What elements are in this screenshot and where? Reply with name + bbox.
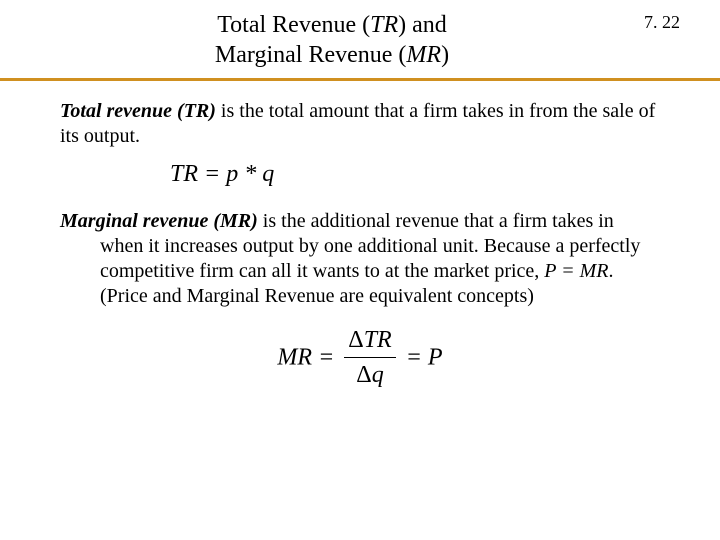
mr-formula-numerator: ΔTR [344,325,395,358]
tr-formula: TR = p * q [170,159,660,189]
mr-definition: Marginal revenue (MR) is the additional … [60,209,660,309]
tr-definition: Total revenue (TR) is the total amount t… [60,99,660,149]
title-line2-b: ) [441,42,449,68]
page-number: 7. 22 [644,12,680,33]
mr-formula-lhs: MR [277,345,312,371]
title-abbr-mr: MR [406,42,441,68]
mr-eq-inline: P = MR [544,260,608,282]
title-line1-b: ) and [398,12,447,38]
tr-term: Total revenue (TR) [60,100,216,122]
title-line2-a: Marginal Revenue ( [215,42,407,68]
slide-content: Total revenue (TR) is the total amount t… [0,81,720,390]
title-abbr-tr: TR [370,12,398,38]
mr-formula-denominator: Δq [344,358,395,390]
slide-title: Total Revenue (TR) and Marginal Revenue … [40,10,624,70]
mr-formula-rhs: P [428,345,443,371]
mr-formula-eq1: = [312,345,340,371]
slide-header: Total Revenue (TR) and Marginal Revenue … [0,0,720,81]
mr-formula: MR = ΔTR Δq = P [60,325,660,390]
mr-term: Marginal revenue (MR) [60,210,258,232]
mr-formula-eq2: = [400,345,428,371]
title-line1-a: Total Revenue ( [217,12,370,38]
mr-formula-fraction: ΔTR Δq [344,325,395,390]
